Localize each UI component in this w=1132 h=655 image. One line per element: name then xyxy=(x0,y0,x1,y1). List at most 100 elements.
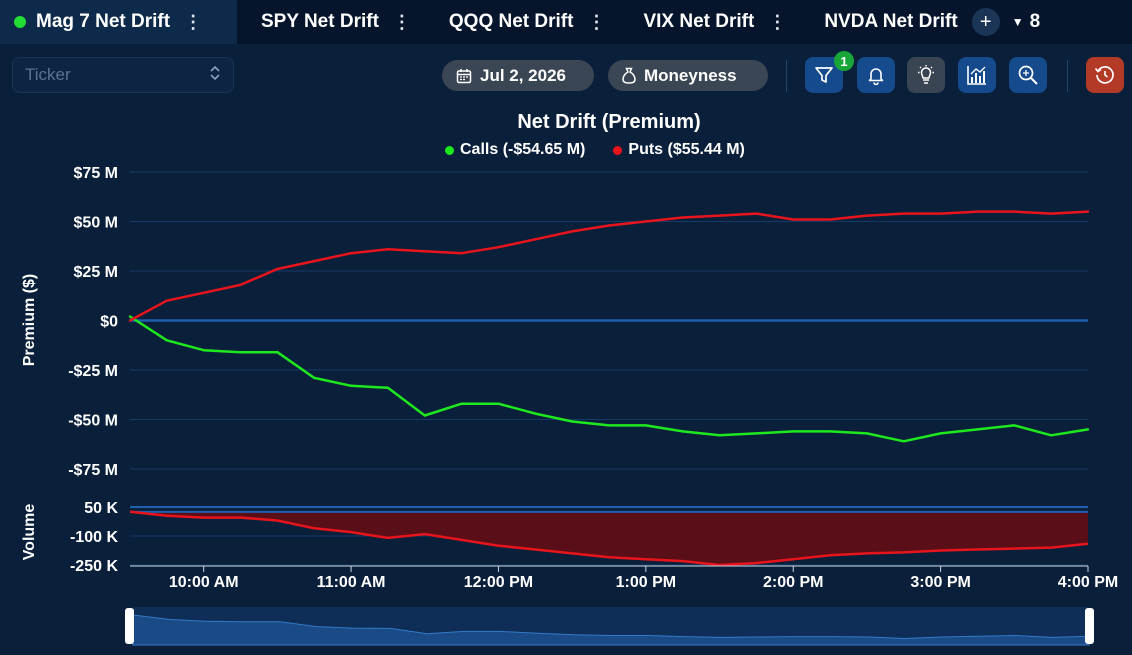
lightbulb-icon xyxy=(915,64,937,86)
add-tab-button[interactable]: + xyxy=(971,8,1000,36)
tab-menu-icon[interactable]: ⋮ xyxy=(768,11,787,32)
chart-title: Net Drift (Premium) xyxy=(517,111,701,133)
data-point-puts xyxy=(1050,212,1053,215)
data-point-puts xyxy=(202,291,205,294)
tab-label: VIX Net Drift xyxy=(643,11,755,32)
tab-menu-icon[interactable]: ⋮ xyxy=(587,11,606,32)
toolbar-divider xyxy=(1067,60,1068,92)
navigator-handle-left[interactable] xyxy=(125,608,134,644)
data-point-calls xyxy=(792,430,795,433)
data-point-calls xyxy=(755,432,758,435)
zoom-button[interactable] xyxy=(1009,57,1047,93)
tab-overflow-menu[interactable]: ▼ 8 xyxy=(1012,11,1040,33)
y-tick-label: -$75 M xyxy=(68,462,118,479)
data-point-calls xyxy=(902,440,905,443)
plus-icon: + xyxy=(979,10,992,33)
data-point-puts xyxy=(534,238,537,241)
data-point-puts xyxy=(497,246,500,249)
y-tick-label: $25 M xyxy=(74,264,118,281)
x-tick-label: 12:00 PM xyxy=(464,574,533,591)
tab-mag7-net-drift[interactable]: Mag 7 Net Drift ⋮ xyxy=(0,0,237,44)
data-point-puts xyxy=(128,319,132,322)
tab-menu-icon[interactable]: ⋮ xyxy=(392,11,411,32)
series-lines xyxy=(128,210,1090,443)
volume-area xyxy=(130,511,1088,565)
date-label: Jul 2, 2026 xyxy=(480,65,567,85)
insights-button[interactable] xyxy=(907,57,945,93)
tab-qqq-net-drift[interactable]: QQQ Net Drift ⋮ xyxy=(423,0,618,44)
data-point-calls xyxy=(976,428,979,431)
filter-button[interactable]: 1 xyxy=(805,51,854,93)
tab-bar: Mag 7 Net Drift ⋮ SPY Net Drift ⋮ QQQ Ne… xyxy=(0,0,1132,44)
x-tick-labels: 10:00 AM 11:00 AM 12:00 PM 1:00 PM 2:00 PM 3:… xyxy=(130,565,1118,591)
data-point-calls xyxy=(202,349,205,352)
tab-spy-net-drift[interactable]: SPY Net Drift ⋮ xyxy=(237,0,423,44)
data-point-puts xyxy=(571,230,574,233)
data-point-calls xyxy=(571,420,574,423)
y-axis-label-premium: Premium ($) xyxy=(21,274,38,366)
data-point-calls xyxy=(128,315,132,318)
tab-overflow-count: 8 xyxy=(1029,11,1041,32)
data-point-calls xyxy=(423,414,426,417)
tab-label: QQQ Net Drift xyxy=(448,11,574,32)
x-tick-label: 10:00 AM xyxy=(169,574,239,591)
x-tick-label: 11:00 AM xyxy=(317,574,386,591)
tab-label: Mag 7 Net Drift xyxy=(36,11,171,32)
data-point-puts xyxy=(313,259,316,263)
navigator-handle-right[interactable] xyxy=(1085,608,1094,644)
reset-button[interactable] xyxy=(1086,57,1124,93)
data-point-puts xyxy=(460,252,463,255)
data-point-calls xyxy=(349,384,353,387)
date-picker-button[interactable]: Jul 2, 2026 xyxy=(442,60,594,91)
data-point-calls xyxy=(681,430,684,433)
data-point-puts xyxy=(718,214,721,217)
y-axis-label-volume: Volume xyxy=(21,504,38,561)
magnifier-zoom-icon xyxy=(1017,64,1039,86)
toolbar-divider xyxy=(786,60,787,92)
alerts-button[interactable] xyxy=(857,57,895,93)
series-line-calls xyxy=(129,315,1089,443)
volume-tick-label: -100 K xyxy=(70,529,118,546)
data-point-calls xyxy=(828,430,832,433)
data-point-calls xyxy=(497,402,500,405)
data-point-puts xyxy=(165,299,168,302)
legend-item-calls[interactable]: Calls (-$54.65 M) xyxy=(445,141,585,159)
data-point-calls xyxy=(865,432,869,435)
data-point-puts xyxy=(276,267,279,271)
data-point-calls xyxy=(1050,434,1053,437)
legend-item-puts[interactable]: Puts ($55.44 M) xyxy=(613,141,745,159)
y-tick-label: -$50 M xyxy=(68,413,118,430)
legend-dot xyxy=(445,145,454,155)
legend-label-calls: Calls (-$54.65 M) xyxy=(460,141,586,158)
filter-count-badge: 1 xyxy=(834,51,854,71)
tab-vix-net-drift[interactable]: VIX Net Drift ⋮ xyxy=(617,0,798,44)
tab-label: SPY Net Drift xyxy=(261,11,379,32)
y-tick-label: $75 M xyxy=(74,165,118,182)
legend-dot xyxy=(613,145,623,155)
x-tick-label: 3:00 PM xyxy=(910,574,970,591)
moneyness-button[interactable]: Moneyness xyxy=(608,60,768,91)
data-point-puts xyxy=(755,212,758,215)
reset-history-icon xyxy=(1094,64,1116,86)
data-point-puts xyxy=(607,224,611,227)
legend-label-puts: Puts ($55.44 M) xyxy=(628,141,745,158)
data-point-calls xyxy=(1013,424,1016,427)
chart-type-button[interactable] xyxy=(958,57,996,93)
tab-menu-icon[interactable]: ⋮ xyxy=(184,11,203,32)
tab-nvda-net-drift[interactable]: NVDA Net Drift xyxy=(798,0,971,44)
ticker-select[interactable]: Ticker xyxy=(12,57,234,93)
chart-legend: Calls (-$54.65 M) Puts ($55.44 M) xyxy=(445,141,773,159)
range-navigator[interactable] xyxy=(0,604,1132,654)
x-tick-label: 2:00 PM xyxy=(763,574,823,591)
data-point-puts xyxy=(349,252,353,255)
money-bag-icon xyxy=(622,67,636,84)
data-point-calls xyxy=(460,402,463,405)
data-point-puts xyxy=(386,248,390,251)
data-point-puts xyxy=(939,212,942,215)
calendar-icon xyxy=(456,68,472,84)
series-line-puts xyxy=(129,210,1089,322)
ticker-placeholder: Ticker xyxy=(25,65,71,84)
y-tick-labels: $75 M $50 M $25 M $0 -$25 M -$50 M -$75 M 50 K -… xyxy=(68,165,118,575)
data-point-calls xyxy=(939,432,942,435)
